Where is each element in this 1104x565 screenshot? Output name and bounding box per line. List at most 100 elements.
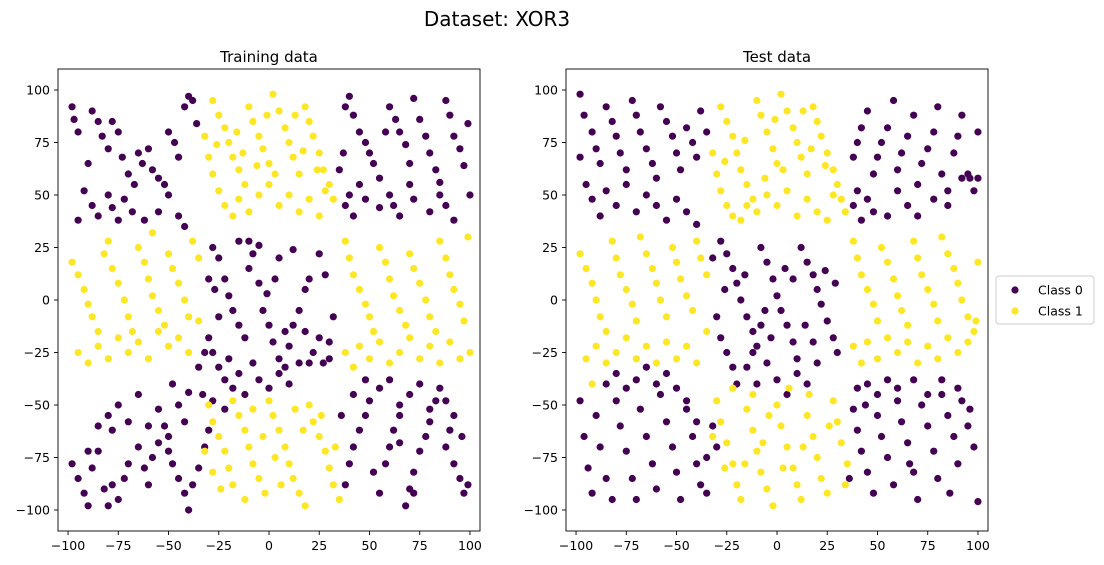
- test-point-class-0: [869, 170, 878, 178]
- training-point-class-0: [446, 111, 454, 119]
- training-scatter-points: [68, 90, 474, 514]
- test-point-class-0: [966, 174, 974, 182]
- test-x-tick-label: −75: [613, 538, 639, 553]
- test-point-class-1: [938, 233, 946, 241]
- test-point-class-0: [729, 264, 737, 273]
- training-point-class-0: [396, 212, 404, 220]
- training-y-tick-label: −50: [24, 398, 50, 413]
- training-point-class-1: [315, 432, 323, 441]
- test-point-class-0: [757, 321, 765, 329]
- training-point-class-0: [140, 216, 149, 224]
- test-point-class-1: [773, 159, 781, 168]
- test-point-class-0: [857, 216, 866, 224]
- training-point-class-1: [84, 359, 92, 367]
- test-point-class-1: [689, 306, 697, 315]
- training-point-class-0: [422, 132, 430, 140]
- test-point-class-0: [821, 267, 829, 275]
- test-point-class-1: [829, 166, 837, 174]
- test-point-class-0: [944, 411, 952, 420]
- test-point-class-0: [632, 376, 640, 384]
- test-point-class-0: [924, 422, 932, 430]
- training-point-class-1: [355, 285, 364, 294]
- test-point-class-1: [889, 275, 898, 283]
- test-point-class-1: [799, 107, 807, 115]
- test-point-class-1: [622, 334, 630, 342]
- test-point-class-1: [652, 359, 661, 367]
- test-point-class-0: [588, 128, 596, 136]
- test-point-class-0: [668, 132, 677, 140]
- training-point-class-0: [381, 128, 390, 136]
- training-point-class-1: [464, 233, 472, 241]
- training-point-class-1: [104, 237, 112, 245]
- test-point-class-0: [703, 489, 711, 497]
- test-point-class-0: [769, 275, 777, 283]
- training-point-class-0: [241, 334, 249, 342]
- training-point-class-1: [235, 166, 243, 174]
- training-point-class-1: [221, 447, 229, 455]
- training-point-class-1: [245, 443, 253, 451]
- test-point-class-1: [717, 187, 725, 195]
- training-point-class-0: [84, 159, 92, 168]
- test-point-class-1: [729, 212, 737, 220]
- training-point-class-0: [389, 426, 398, 434]
- training-point-class-1: [215, 187, 223, 195]
- test-point-class-0: [823, 317, 831, 325]
- test-point-class-0: [930, 128, 938, 136]
- training-point-class-0: [355, 426, 364, 434]
- test-point-class-0: [930, 195, 938, 203]
- test-point-class-0: [723, 250, 731, 258]
- test-point-class-0: [897, 149, 906, 157]
- test-point-class-1: [763, 485, 771, 493]
- test-point-class-0: [584, 464, 592, 472]
- training-point-class-0: [269, 338, 277, 346]
- test-point-class-1: [877, 243, 886, 252]
- training-x-tick-label: −50: [155, 538, 181, 553]
- test-point-class-1: [813, 453, 821, 462]
- test-point-class-1: [841, 208, 849, 216]
- training-x-tick-label: −75: [105, 538, 131, 553]
- test-point-class-1: [632, 355, 640, 363]
- training-point-class-1: [217, 485, 225, 493]
- training-point-class-0: [381, 460, 390, 468]
- test-data-panel: Test data −100 −75 −50 −25 0 25 50 75 100 −100 −7…: [524, 48, 990, 553]
- test-point-class-0: [777, 306, 785, 315]
- training-point-class-0: [389, 201, 398, 210]
- test-point-class-0: [910, 376, 918, 384]
- test-point-class-1: [743, 201, 751, 210]
- training-point-class-1: [456, 355, 464, 363]
- test-point-class-0: [616, 422, 624, 430]
- training-point-class-1: [209, 170, 217, 178]
- test-point-class-0: [950, 149, 958, 157]
- training-point-class-0: [271, 275, 279, 283]
- test-point-class-1: [779, 166, 787, 174]
- training-point-class-1: [245, 208, 253, 216]
- test-point-class-0: [743, 363, 751, 371]
- training-point-class-0: [241, 390, 249, 399]
- training-point-class-0: [402, 502, 410, 510]
- training-point-class-0: [225, 355, 233, 363]
- test-point-class-0: [652, 485, 661, 493]
- test-point-class-0: [622, 447, 630, 455]
- training-point-class-0: [426, 405, 434, 413]
- test-point-class-1: [642, 342, 650, 350]
- test-point-class-1: [723, 201, 731, 210]
- test-point-class-1: [853, 254, 861, 262]
- test-point-class-1: [763, 128, 771, 136]
- training-point-class-0: [205, 426, 213, 434]
- training-point-class-0: [345, 191, 353, 199]
- training-point-class-1: [416, 355, 424, 363]
- test-point-class-1: [789, 464, 797, 472]
- training-point-class-1: [215, 432, 223, 441]
- training-point-class-0: [174, 401, 183, 409]
- training-point-class-0: [458, 432, 466, 441]
- training-point-class-0: [275, 254, 283, 262]
- training-point-class-1: [422, 296, 430, 304]
- training-point-class-1: [329, 195, 337, 203]
- test-point-class-0: [974, 498, 982, 506]
- test-point-class-0: [873, 153, 882, 161]
- test-point-class-1: [809, 432, 817, 441]
- training-point-class-0: [263, 290, 271, 298]
- training-point-class-0: [148, 453, 157, 462]
- training-point-class-0: [221, 275, 229, 283]
- test-point-class-1: [773, 201, 781, 210]
